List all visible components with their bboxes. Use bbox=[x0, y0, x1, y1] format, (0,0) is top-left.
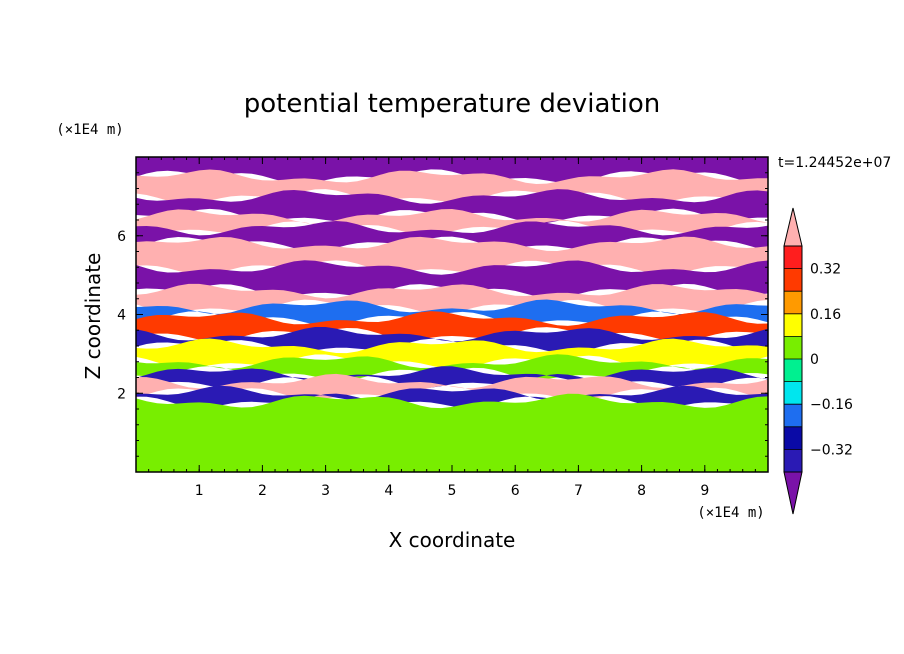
colorbar-segment bbox=[784, 313, 802, 337]
x-tick-label: 4 bbox=[384, 483, 393, 499]
colorbar-segment bbox=[784, 246, 802, 269]
colorbar-segment bbox=[784, 336, 802, 359]
chart-title: potential temperature deviation bbox=[244, 89, 660, 119]
colorbar-segment bbox=[784, 381, 802, 405]
field-band bbox=[136, 393, 768, 472]
field-band bbox=[136, 157, 768, 184]
x-tick-label: 7 bbox=[574, 483, 583, 499]
colorbar-extend-max bbox=[783, 207, 803, 247]
colorbar-tick-label: 0.16 bbox=[810, 307, 841, 323]
x-tick-label: 5 bbox=[448, 483, 457, 499]
y-unit-label: (×1E4 m) bbox=[56, 122, 123, 138]
colorbar-tick-label: 0 bbox=[810, 352, 819, 368]
colorbar-extend-min bbox=[783, 471, 803, 515]
field-band bbox=[136, 236, 768, 275]
field-band bbox=[136, 385, 768, 409]
y-tick-label: 2 bbox=[117, 386, 126, 402]
y-tick-label: 6 bbox=[117, 229, 126, 245]
colorbar-tick-label: −0.32 bbox=[810, 442, 853, 458]
x-unit-label: (×1E4 m) bbox=[697, 505, 764, 521]
colorbar-tick-label: 0.32 bbox=[810, 262, 841, 278]
field-band bbox=[136, 189, 768, 224]
time-label: t=1.24452e+07 bbox=[778, 155, 891, 171]
x-tick-label: 1 bbox=[195, 483, 204, 499]
colorbar-segment bbox=[784, 291, 802, 314]
field-band bbox=[136, 169, 768, 204]
colorbar-segment bbox=[784, 404, 802, 427]
colorbar-tick-label: −0.16 bbox=[810, 397, 853, 413]
x-tick-label: 8 bbox=[637, 483, 646, 499]
plot-area bbox=[136, 157, 768, 472]
colorbar-segment bbox=[784, 449, 802, 472]
colorbar: 0.32 0.16 0 −0.16 −0.32 bbox=[783, 207, 853, 515]
field-band bbox=[136, 260, 768, 299]
colorbar-segment bbox=[784, 268, 802, 292]
y-tick-label: 4 bbox=[117, 308, 126, 324]
field-band bbox=[136, 338, 768, 370]
x-axis-title: X coordinate bbox=[389, 528, 516, 552]
y-axis-title: Z coordinate bbox=[81, 253, 105, 380]
field-band bbox=[136, 366, 768, 389]
axes: 1 2 3 4 5 6 7 8 9 2 4 6 bbox=[117, 156, 769, 499]
x-tick-label: 6 bbox=[511, 483, 520, 499]
field-band bbox=[136, 311, 768, 342]
colorbar-segment bbox=[784, 359, 802, 382]
x-tick-label: 2 bbox=[258, 483, 267, 499]
x-tick-label: 3 bbox=[321, 483, 330, 499]
x-tick-label: 9 bbox=[700, 483, 709, 499]
field-band bbox=[136, 373, 768, 401]
colorbar-segment bbox=[784, 426, 802, 450]
